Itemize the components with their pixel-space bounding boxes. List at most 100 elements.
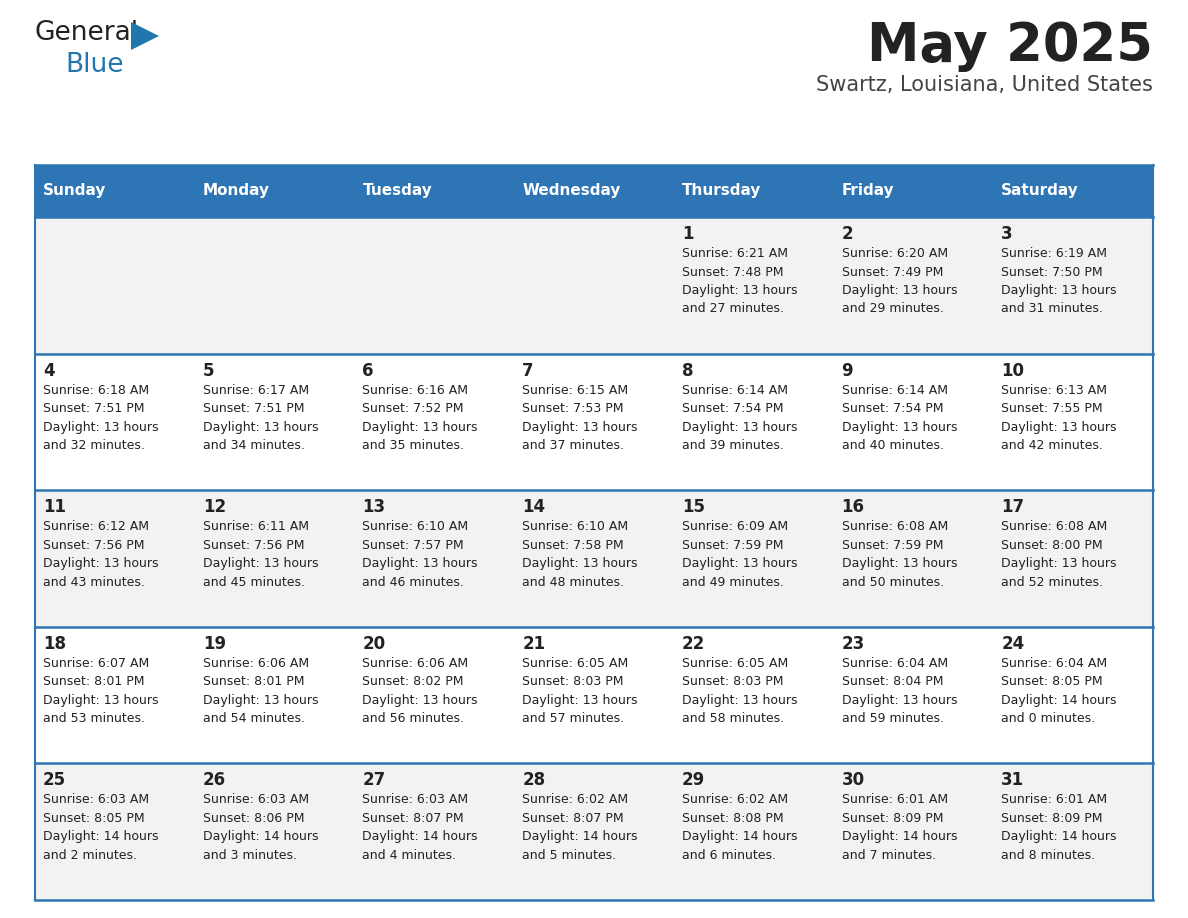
Text: Sunrise: 6:05 AM: Sunrise: 6:05 AM xyxy=(523,656,628,670)
Text: Sunset: 8:05 PM: Sunset: 8:05 PM xyxy=(1001,676,1102,688)
Bar xyxy=(354,627,514,764)
Bar xyxy=(834,490,993,627)
Text: and 59 minutes.: and 59 minutes. xyxy=(841,712,943,725)
Text: Sunset: 8:05 PM: Sunset: 8:05 PM xyxy=(43,812,145,825)
Text: Sunrise: 6:21 AM: Sunrise: 6:21 AM xyxy=(682,247,788,260)
Text: Sunset: 8:07 PM: Sunset: 8:07 PM xyxy=(523,812,624,825)
Bar xyxy=(674,353,834,490)
Bar xyxy=(834,217,993,353)
Text: 10: 10 xyxy=(1001,362,1024,380)
Text: Sunrise: 6:12 AM: Sunrise: 6:12 AM xyxy=(43,521,148,533)
Bar xyxy=(34,490,195,627)
Text: and 54 minutes.: and 54 minutes. xyxy=(203,712,304,725)
Text: Sunset: 7:54 PM: Sunset: 7:54 PM xyxy=(682,402,783,415)
Text: Sunrise: 6:14 AM: Sunrise: 6:14 AM xyxy=(682,384,788,397)
Text: Daylight: 14 hours: Daylight: 14 hours xyxy=(523,831,638,844)
Text: Sunset: 8:03 PM: Sunset: 8:03 PM xyxy=(523,676,624,688)
Text: Daylight: 13 hours: Daylight: 13 hours xyxy=(523,694,638,707)
Text: and 53 minutes.: and 53 minutes. xyxy=(43,712,145,725)
Text: 8: 8 xyxy=(682,362,694,380)
Text: 22: 22 xyxy=(682,635,706,653)
Text: Tuesday: Tuesday xyxy=(362,184,432,198)
Text: 13: 13 xyxy=(362,498,386,516)
Bar xyxy=(993,490,1154,627)
Text: Sunset: 8:01 PM: Sunset: 8:01 PM xyxy=(43,676,145,688)
Bar xyxy=(674,764,834,900)
Text: Daylight: 14 hours: Daylight: 14 hours xyxy=(682,831,797,844)
Text: Daylight: 14 hours: Daylight: 14 hours xyxy=(1001,831,1117,844)
Text: Daylight: 13 hours: Daylight: 13 hours xyxy=(43,420,158,433)
Text: Sunday: Sunday xyxy=(43,184,107,198)
Text: 27: 27 xyxy=(362,771,386,789)
Text: Daylight: 13 hours: Daylight: 13 hours xyxy=(362,557,478,570)
Text: Sunrise: 6:16 AM: Sunrise: 6:16 AM xyxy=(362,384,468,397)
Text: and 39 minutes.: and 39 minutes. xyxy=(682,439,784,452)
Text: Daylight: 13 hours: Daylight: 13 hours xyxy=(1001,557,1117,570)
Text: Sunset: 7:56 PM: Sunset: 7:56 PM xyxy=(203,539,304,552)
Text: Sunrise: 6:03 AM: Sunrise: 6:03 AM xyxy=(43,793,150,806)
Text: Sunrise: 6:04 AM: Sunrise: 6:04 AM xyxy=(1001,656,1107,670)
Text: and 37 minutes.: and 37 minutes. xyxy=(523,439,624,452)
Text: and 32 minutes.: and 32 minutes. xyxy=(43,439,145,452)
Text: and 34 minutes.: and 34 minutes. xyxy=(203,439,304,452)
Bar xyxy=(514,217,674,353)
Text: 20: 20 xyxy=(362,635,386,653)
Text: 21: 21 xyxy=(523,635,545,653)
Text: 16: 16 xyxy=(841,498,865,516)
Text: and 29 minutes.: and 29 minutes. xyxy=(841,303,943,316)
Text: Sunset: 7:53 PM: Sunset: 7:53 PM xyxy=(523,402,624,415)
Text: 25: 25 xyxy=(43,771,67,789)
Bar xyxy=(195,490,354,627)
Text: and 42 minutes.: and 42 minutes. xyxy=(1001,439,1104,452)
Text: and 31 minutes.: and 31 minutes. xyxy=(1001,303,1104,316)
Text: 11: 11 xyxy=(43,498,67,516)
Text: Sunset: 7:51 PM: Sunset: 7:51 PM xyxy=(203,402,304,415)
Text: Sunset: 8:09 PM: Sunset: 8:09 PM xyxy=(1001,812,1102,825)
Text: and 43 minutes.: and 43 minutes. xyxy=(43,576,145,588)
Text: and 4 minutes.: and 4 minutes. xyxy=(362,849,456,862)
Text: 14: 14 xyxy=(523,498,545,516)
Text: Daylight: 14 hours: Daylight: 14 hours xyxy=(841,831,958,844)
Text: Thursday: Thursday xyxy=(682,184,762,198)
Text: Sunrise: 6:15 AM: Sunrise: 6:15 AM xyxy=(523,384,628,397)
Bar xyxy=(34,764,195,900)
Bar xyxy=(834,165,993,217)
Bar xyxy=(514,353,674,490)
Text: Sunset: 8:01 PM: Sunset: 8:01 PM xyxy=(203,676,304,688)
Text: Sunrise: 6:03 AM: Sunrise: 6:03 AM xyxy=(362,793,468,806)
Text: 4: 4 xyxy=(43,362,55,380)
Text: 23: 23 xyxy=(841,635,865,653)
Text: Sunset: 7:59 PM: Sunset: 7:59 PM xyxy=(841,539,943,552)
Text: and 27 minutes.: and 27 minutes. xyxy=(682,303,784,316)
Text: 30: 30 xyxy=(841,771,865,789)
Text: 2: 2 xyxy=(841,225,853,243)
Bar xyxy=(34,217,195,353)
Text: 15: 15 xyxy=(682,498,704,516)
Bar xyxy=(195,353,354,490)
Bar xyxy=(674,165,834,217)
Text: Sunrise: 6:18 AM: Sunrise: 6:18 AM xyxy=(43,384,150,397)
Bar xyxy=(674,627,834,764)
Text: Sunrise: 6:08 AM: Sunrise: 6:08 AM xyxy=(1001,521,1107,533)
Text: 9: 9 xyxy=(841,362,853,380)
Text: 28: 28 xyxy=(523,771,545,789)
Bar xyxy=(834,764,993,900)
Text: Daylight: 13 hours: Daylight: 13 hours xyxy=(841,284,958,297)
Text: and 3 minutes.: and 3 minutes. xyxy=(203,849,297,862)
Text: Sunrise: 6:09 AM: Sunrise: 6:09 AM xyxy=(682,521,788,533)
Text: Sunrise: 6:01 AM: Sunrise: 6:01 AM xyxy=(1001,793,1107,806)
Bar xyxy=(993,353,1154,490)
Text: Daylight: 13 hours: Daylight: 13 hours xyxy=(362,420,478,433)
Text: 12: 12 xyxy=(203,498,226,516)
Text: Daylight: 14 hours: Daylight: 14 hours xyxy=(362,831,478,844)
Text: Swartz, Louisiana, United States: Swartz, Louisiana, United States xyxy=(816,75,1154,95)
Text: Daylight: 13 hours: Daylight: 13 hours xyxy=(203,420,318,433)
Text: Sunrise: 6:11 AM: Sunrise: 6:11 AM xyxy=(203,521,309,533)
Text: Daylight: 13 hours: Daylight: 13 hours xyxy=(203,694,318,707)
Text: and 57 minutes.: and 57 minutes. xyxy=(523,712,624,725)
Text: Sunrise: 6:14 AM: Sunrise: 6:14 AM xyxy=(841,384,948,397)
Text: 6: 6 xyxy=(362,362,374,380)
Text: and 7 minutes.: and 7 minutes. xyxy=(841,849,936,862)
Text: Sunset: 7:54 PM: Sunset: 7:54 PM xyxy=(841,402,943,415)
Text: Friday: Friday xyxy=(841,184,895,198)
